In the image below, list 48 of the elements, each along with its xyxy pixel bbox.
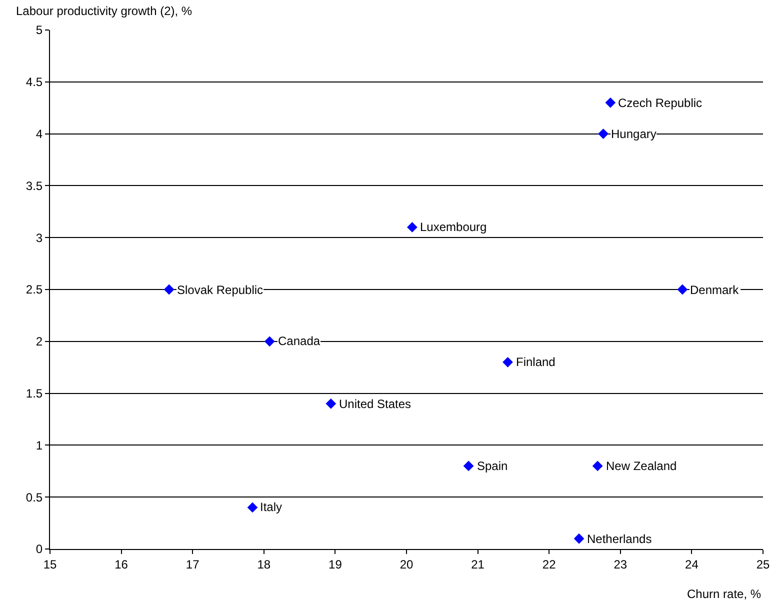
y-tick-label: 3 (36, 230, 43, 245)
x-tick-label: 20 (400, 557, 414, 572)
point (598, 128, 608, 139)
x-tick-label: 18 (257, 557, 271, 572)
annotation: Netherlands (587, 532, 652, 546)
annotation: Finland (516, 355, 556, 369)
y-tick-label: 0 (36, 542, 43, 556)
point (605, 97, 616, 108)
x-tick-label: 24 (685, 557, 699, 572)
y-tick-label: 1 (36, 438, 43, 452)
point (463, 460, 474, 472)
y-tick-label: 0.5 (26, 490, 43, 504)
annotation: Luxembourg (420, 220, 487, 234)
x-tick-label: 23 (614, 557, 628, 572)
y-tick-label: 4.5 (26, 75, 43, 90)
annotation: Italy (260, 500, 282, 514)
point (326, 398, 336, 409)
x-tick-label: 22 (542, 557, 556, 572)
x-tick-label: 19 (328, 557, 342, 572)
x-axis-title: Churn rate, % (687, 587, 762, 601)
point (247, 502, 258, 513)
annotation: Canada (278, 334, 320, 348)
point (592, 460, 603, 472)
point (164, 284, 174, 295)
x-tick-label: 16 (114, 557, 128, 572)
y-tick-label: 5 (36, 23, 43, 38)
annotation: Slovak Republic (177, 283, 264, 297)
point (502, 356, 513, 368)
y-tick-label: 4 (36, 127, 43, 141)
annotation: Spain (477, 459, 508, 473)
annotation: New Zealand (606, 459, 677, 473)
x-tick-label: 15 (43, 557, 57, 572)
y-tick-label: 1.5 (26, 386, 43, 400)
annotation: United States (339, 397, 412, 411)
annotation: Hungary (611, 127, 656, 141)
point (407, 222, 418, 232)
point (677, 284, 688, 295)
annotation: Czech Republic (618, 96, 702, 110)
point (264, 336, 275, 347)
y-tick-label: 2 (36, 334, 43, 349)
annotation: Denmark (690, 283, 740, 297)
y-axis-title: Labour productivity growth (2), % (16, 4, 192, 18)
x-tick-label: 25 (756, 557, 770, 572)
x-tick-label: 21 (471, 557, 485, 572)
y-tick-label: 3.5 (26, 178, 43, 193)
x-tick-label: 17 (186, 557, 200, 572)
y-tick-label: 2.5 (26, 282, 43, 297)
point (574, 533, 584, 544)
